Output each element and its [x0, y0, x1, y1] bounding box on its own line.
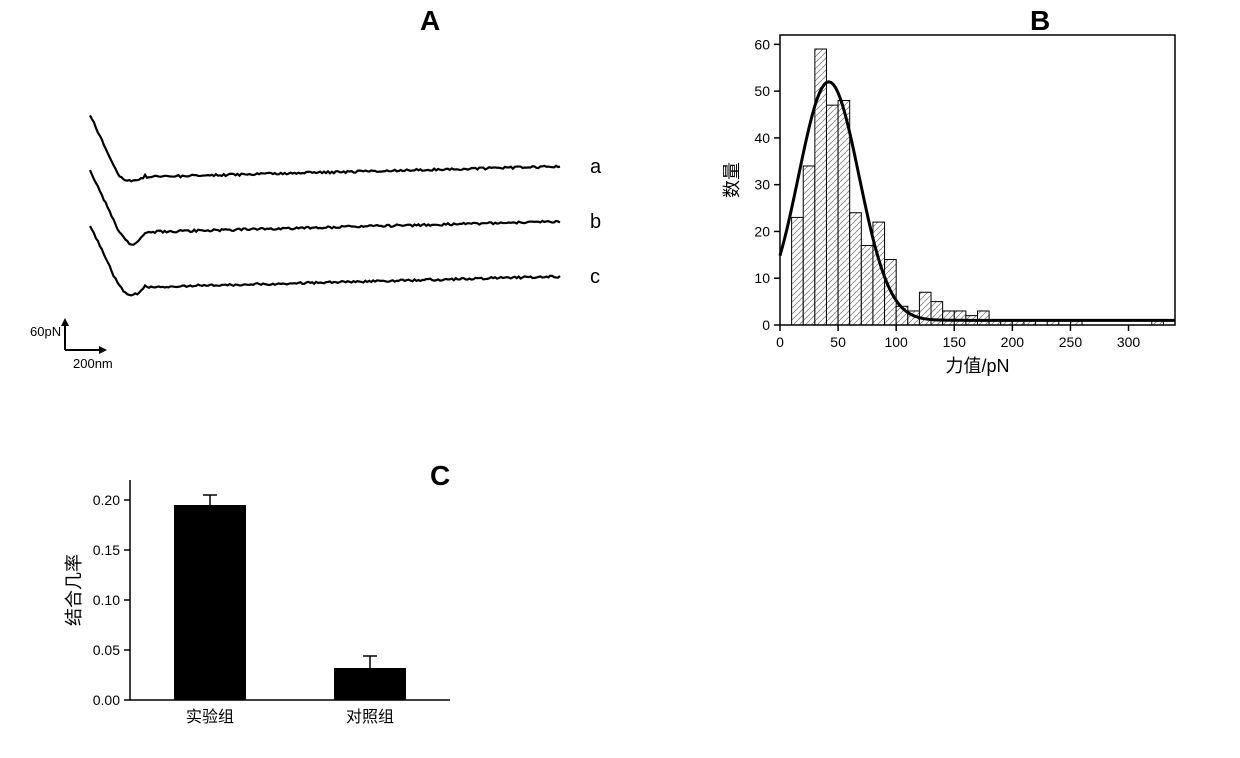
category-label: 实验组	[186, 708, 234, 726]
svg-text:150: 150	[943, 334, 967, 350]
svg-text:250: 250	[1059, 334, 1083, 350]
x-axis-label: 力值/pN	[945, 356, 1009, 376]
svg-text:0.20: 0.20	[93, 492, 120, 508]
svg-text:0.00: 0.00	[93, 692, 120, 708]
force-curve-a	[90, 115, 560, 181]
histogram-svg: 0 50 100 150 200 250 300 0 10 20 30 40 50 60 力值/pN 数量	[720, 20, 1190, 380]
hist-bar	[803, 166, 815, 325]
svg-text:0.10: 0.10	[93, 592, 120, 608]
scale-x-label: 200nm	[73, 356, 113, 370]
y-axis-label: 数量	[722, 162, 742, 198]
svg-text:50: 50	[754, 83, 770, 99]
panel-a-label: A	[420, 5, 440, 37]
svg-text:50: 50	[830, 334, 846, 350]
bar-0	[174, 505, 246, 700]
hist-bar	[954, 311, 966, 325]
svg-text:30: 30	[754, 177, 770, 193]
panel-b: 0 50 100 150 200 250 300 0 10 20 30 40 50 60 力值/pN 数量	[720, 20, 1190, 380]
hist-bar	[838, 100, 850, 325]
force-curve-c	[90, 226, 560, 295]
panel-a: a b c 60pN 200nm	[30, 60, 630, 370]
curve-label-b: b	[590, 211, 601, 233]
y-axis-label: 结合几率	[64, 554, 84, 626]
hist-bar	[861, 245, 873, 325]
svg-text:20: 20	[754, 223, 770, 239]
curve-label-a: a	[590, 156, 602, 178]
bar-chart-svg: 实验组 对照组 0.00 0.05 0.10 0.15 0.20 结合几率	[60, 470, 460, 740]
bar-1	[334, 668, 406, 700]
hist-bar	[826, 105, 838, 325]
svg-text:200: 200	[1001, 334, 1025, 350]
scale-y-label: 60pN	[30, 324, 61, 339]
force-curves-svg: a b c 60pN 200nm	[30, 60, 630, 370]
svg-text:0.15: 0.15	[93, 542, 120, 558]
svg-text:60: 60	[754, 36, 770, 52]
force-curve-b	[90, 170, 560, 245]
curve-label-c: c	[590, 266, 600, 288]
svg-text:300: 300	[1117, 334, 1141, 350]
hist-bar	[792, 217, 804, 325]
svg-text:100: 100	[884, 334, 908, 350]
svg-text:0: 0	[762, 317, 770, 333]
panel-c: 实验组 对照组 0.00 0.05 0.10 0.15 0.20 结合几率	[60, 470, 460, 740]
svg-text:0.05: 0.05	[93, 642, 120, 658]
hist-bar	[850, 213, 862, 325]
hist-bar	[943, 311, 955, 325]
svg-text:40: 40	[754, 130, 770, 146]
hist-bar	[978, 311, 990, 325]
category-label: 对照组	[346, 708, 394, 726]
svg-text:10: 10	[754, 270, 770, 286]
svg-text:0: 0	[776, 334, 784, 350]
